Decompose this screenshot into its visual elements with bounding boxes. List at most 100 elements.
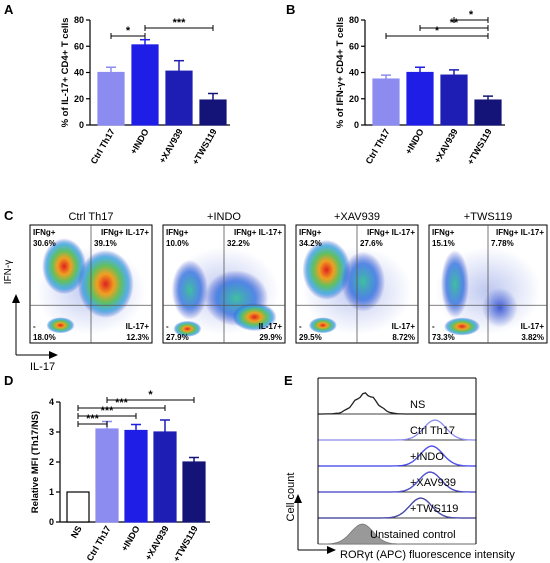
flow-density-region — [42, 238, 87, 295]
flow-plot: +INDO IFNg+ 10.0% IFNg+ IL-17+ 32.2% - 27.9% IL… — [162, 211, 286, 344]
panel-b-category-label: Ctrl Th17 — [364, 127, 392, 166]
panel-d-bar — [66, 491, 90, 523]
flow-density-region — [444, 317, 481, 336]
quadrant-label-top-left: IFNg+ — [166, 228, 189, 237]
quadrant-value-bottom-right: 12.3% — [126, 333, 149, 342]
panel-a-category-label: +XAV939 — [157, 127, 185, 165]
panel-b-bar — [406, 71, 434, 126]
panel-c-letter: C — [4, 208, 14, 223]
quadrant-label-top-left: IFNg+ — [299, 228, 322, 237]
panel-d-tick-label: 3 — [49, 427, 54, 437]
quadrant-label-top-left: IFNg+ — [33, 228, 56, 237]
il17-axis-label: IL-17 — [30, 361, 55, 373]
panel-a-tick-label: 80 — [74, 15, 84, 25]
panel-b-tick-label: 80 — [349, 15, 359, 25]
histogram-label: +XAV939 — [410, 477, 456, 489]
flow-density-region — [308, 317, 337, 334]
panel-d-category-label: Ctrl Th17 — [85, 524, 113, 563]
panel-d-bar-chart: 0 1 2 3 4 Relative MFI (Th17/NS) NS Ctrl Th17 +I… — [30, 389, 210, 563]
quadrant-value-bottom-right: 3.82% — [521, 333, 544, 342]
flow-plot-title: +TWS119 — [464, 211, 512, 223]
panel-d-bar — [124, 429, 148, 523]
quadrant-value-bottom-left: 29.5% — [299, 333, 322, 342]
cell-count-label: Cell count — [285, 473, 297, 522]
panel-d-significance-label: *** — [115, 397, 129, 409]
histogram-track: +TWS119 — [318, 497, 476, 519]
flow-plot-title: +XAV939 — [334, 211, 380, 223]
panel-d-tick-label: 1 — [49, 487, 54, 497]
il17-axis-arrowhead — [49, 351, 58, 359]
panel-d-tick-label: 4 — [49, 397, 54, 407]
quadrant-label-bottom-left: - — [432, 322, 435, 331]
histogram-label: +INDO — [410, 451, 444, 463]
panel-a-bar-chart: 0 20 40 60 80% of IL-17+ CD4+ T cells Ctrl Th… — [60, 15, 230, 166]
histogram-curve — [318, 445, 476, 467]
fluorescence-axis-label: RORγt (APC) fluorescence intensity — [340, 549, 515, 561]
histogram-track: +INDO — [318, 445, 476, 467]
ifng-axis-arrowhead — [12, 294, 20, 303]
flow-density-region — [171, 259, 208, 320]
quadrant-value-bottom-left: 73.3% — [432, 333, 455, 342]
histogram-label: Unstained control — [370, 529, 456, 541]
panel-d-tick-label: 0 — [49, 517, 54, 527]
fluorescence-axis-arrowhead — [327, 546, 336, 554]
unstained-histogram — [318, 523, 476, 545]
quadrant-value-bottom-right: 8.72% — [392, 333, 415, 342]
quadrant-label-bottom-right: IL-17+ — [259, 322, 283, 331]
flow-density-region — [232, 303, 277, 332]
panel-b-tick-label: 40 — [349, 68, 359, 78]
panel-b-significance-label: * — [435, 25, 440, 37]
flow-plot-title: +INDO — [207, 211, 241, 223]
flow-plot: +TWS119 IFNg+ 15.1% IFNg+ IL-17+ 7.78% - 73.3%… — [428, 211, 548, 344]
flow-density-region — [173, 320, 202, 337]
panel-b-significance-label: * — [469, 9, 474, 21]
flow-plot: Ctrl Th17 IFNg+ 30.6% IFNg+ IL-17+ 39.1% - 18.… — [29, 211, 153, 344]
panel-a-category-label: +INDO — [128, 127, 151, 156]
panel-d-y-axis-label: Relative MFI (Th17/NS) — [30, 411, 41, 513]
panel-a-category-label: +TWS119 — [190, 127, 219, 166]
ctrl-overlay-curve — [318, 471, 476, 493]
quadrant-value-top-right: 32.2% — [227, 239, 250, 248]
panel-a-tick-label: 0 — [79, 120, 84, 130]
panel-b-bar — [372, 78, 400, 126]
histogram-label: NS — [410, 399, 425, 411]
flow-plot-title: Ctrl Th17 — [68, 211, 113, 223]
quadrant-label-top-left: IFNg+ — [432, 228, 455, 237]
quadrant-value-top-right: 7.78% — [491, 239, 514, 248]
ifng-axis-label: IFN-γ — [3, 260, 14, 284]
quadrant-label-bottom-left: - — [33, 322, 36, 331]
panel-a-significance-label: * — [126, 25, 131, 37]
quadrant-value-top-right: 39.1% — [94, 239, 117, 248]
panel-b-bar-chart: 0 20 40 60 80% of IFN-γ+ CD4+ T cells Ctrl Th… — [335, 9, 505, 166]
panel-a-tick-label: 20 — [74, 94, 84, 104]
cell-count-axis-arrowhead — [294, 494, 302, 503]
panel-a-y-axis-label: % of IL-17+ CD4+ T cells — [60, 18, 71, 128]
quadrant-value-top-left: 30.6% — [33, 239, 56, 248]
quadrant-label-bottom-left: - — [166, 322, 169, 331]
quadrant-value-bottom-left: 27.9% — [166, 333, 189, 342]
panel-b-bar — [440, 74, 468, 126]
panel-b-category-label: +TWS119 — [465, 127, 494, 166]
quadrant-value-top-left: 10.0% — [166, 239, 189, 248]
panel-d-significance-label: *** — [86, 413, 100, 425]
panel-b-letter: B — [286, 2, 295, 17]
panel-d-category-label: +XAV939 — [143, 524, 171, 562]
flow-density-region — [77, 250, 134, 318]
panel-a-tick-label: 60 — [74, 41, 84, 51]
panel-a-bar — [165, 70, 193, 126]
quadrant-value-top-left: 15.1% — [432, 239, 455, 248]
panel-a-letter: A — [4, 2, 14, 17]
panel-b-y-axis-label: % of IFN-γ+ CD4+ T cells — [335, 17, 346, 128]
flow-density-region — [440, 250, 469, 318]
panel-d-significance-label: * — [148, 389, 153, 401]
panel-d-tick-label: 2 — [49, 457, 54, 467]
panel-b-tick-label: 20 — [349, 94, 359, 104]
quadrant-label-bottom-right: IL-17+ — [126, 322, 150, 331]
ctrl-overlay-curve — [318, 445, 476, 467]
quadrant-value-bottom-left: 18.0% — [33, 333, 56, 342]
panel-a-bar — [199, 99, 227, 126]
panel-c-flow-plots: Ctrl Th17 IFNg+ 30.6% IFNg+ IL-17+ 39.1% - 18.… — [3, 211, 548, 373]
panel-b-category-label: +INDO — [403, 127, 426, 156]
panel-a-significance-label: *** — [173, 17, 187, 29]
